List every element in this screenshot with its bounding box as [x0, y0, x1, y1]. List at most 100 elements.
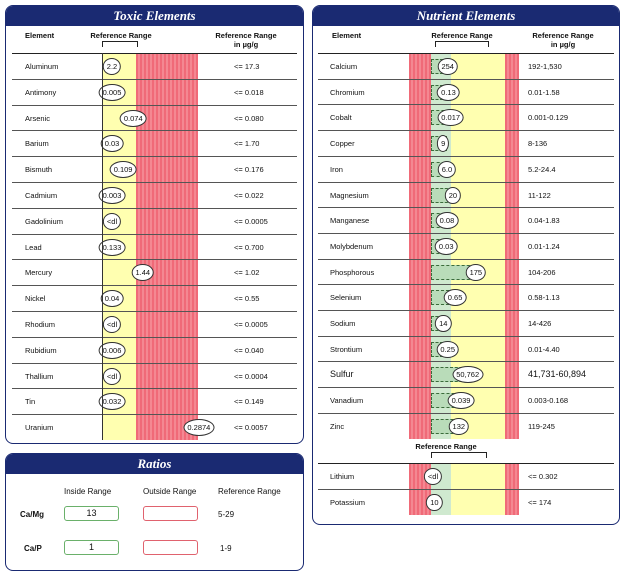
nutrient-ref-header-text: Reference Range [532, 31, 594, 40]
nutrient-low-zone [409, 156, 431, 182]
toxic-elements-panel: Toxic Elements Element Reference Range R… [5, 5, 304, 444]
nutrient-high-zone [505, 182, 519, 208]
toxic-elevated-zone [136, 54, 198, 79]
nutrient-result-value: 0.03 [434, 237, 458, 255]
nutrient-elements-panel: Nutrient Elements Element Reference Rang… [312, 5, 620, 525]
nutrient-element-name: Copper [330, 139, 355, 149]
toxic-row-mercury: Mercury 1.44 <= 1.02 [12, 259, 297, 286]
ratio-label-ca-mg: Ca/Mg [20, 510, 44, 519]
toxic-reference-range: <= 0.0057 [234, 423, 268, 433]
toxic-element-name: Mercury [25, 268, 53, 278]
toxic-row-barium: Barium 0.03 <= 1.70 [12, 130, 297, 157]
nutrient-low-zone [409, 182, 431, 208]
nutrient-range-bar [409, 182, 519, 208]
nutrient-row-strontium: Strontium 0.25 0.01-4.40 [318, 335, 614, 362]
nutrient-low-zone [409, 413, 431, 439]
nutrient-normal-zone [451, 54, 505, 79]
nutrient-low-zone [409, 362, 431, 388]
nutrient-row-sulfur: Sulfur 50,762 41,731-60,894 [318, 361, 614, 388]
toxic-element-header: Element [25, 31, 55, 40]
nutrient-high-zone [505, 131, 519, 157]
nutrient-row-chromium: Chromium 0.13 0.01-1.58 [318, 78, 614, 105]
nutrient-result-value: 132 [448, 417, 470, 435]
nutrient-reference-range: 104-206 [528, 267, 556, 277]
toxic-row-nickel: Nickel 0.04 <= 0.55 [12, 285, 297, 312]
ratio-range-ca-p: 1-9 [220, 544, 232, 553]
toxic-reference-range: <= 0.0005 [234, 320, 268, 329]
nutrient-extra-range-header: Reference Range [415, 442, 477, 451]
toxic-reference-range: <= 0.040 [234, 345, 264, 355]
ratio-outside-box-ca-p [143, 540, 198, 555]
toxic-range-bracket [102, 41, 138, 47]
nutrient-high-zone [505, 156, 519, 182]
nutrient-high-zone [505, 259, 519, 285]
nutrient-reference-range: 41,731-60,894 [528, 369, 587, 380]
nutrient-row-selenium: Selenium 0.65 0.58-1.13 [318, 284, 614, 311]
toxic-reference-range: <= 0.0005 [234, 216, 268, 226]
toxic-elevated-zone [136, 183, 198, 208]
toxic-row-tin: Tin 0.032 <= 0.149 [12, 388, 297, 415]
nutrient-extra-reference-range: <= 0.302 [528, 472, 558, 481]
nutrient-range-bar [409, 336, 519, 362]
nutrient-extra-normal-zone [451, 464, 505, 489]
nutrient-result-value: 14 [435, 315, 452, 332]
nutrient-result-value: 20 [444, 186, 462, 204]
toxic-elevated-zone [136, 131, 198, 157]
toxic-row-uranium: Uranium 0.2874 <= 0.0057 [12, 414, 297, 441]
toxic-result-value: 0.003 [98, 187, 126, 204]
nutrient-extra-normal-zone [451, 489, 505, 515]
nutrient-high-zone [505, 413, 519, 439]
nutrient-normal-zone [451, 233, 505, 259]
nutrient-low-zone [409, 105, 431, 131]
toxic-element-name: Uranium [25, 423, 54, 433]
toxic-result-value: 0.074 [119, 109, 147, 127]
toxic-reference-range: <= 0.018 [234, 87, 264, 97]
nutrient-row-molybdenum: Molybdenum 0.03 0.01-1.24 [318, 232, 614, 259]
nutrient-elements-title: Nutrient Elements [313, 6, 619, 26]
nutrient-element-name: Manganese [330, 216, 370, 226]
toxic-result-value: <dl [102, 316, 122, 333]
toxic-result-value: 0.032 [98, 393, 126, 411]
toxic-reference-range: <= 0.700 [234, 242, 264, 252]
toxic-row-aluminum: Aluminum 2.2 <= 17.3 [12, 53, 297, 79]
nutrient-extra-high-zone [505, 489, 519, 515]
toxic-reference-range: <= 1.02 [234, 268, 260, 278]
nutrient-result-value: 0.65 [443, 289, 467, 307]
nutrient-range-bar [409, 156, 519, 182]
toxic-result-value: <dl [102, 367, 122, 385]
nutrient-extra-element-name: Lithium [330, 472, 355, 481]
nutrient-range-bar [409, 54, 519, 79]
toxic-normal-zone [102, 415, 136, 441]
nutrient-row-manganese: Manganese 0.08 0.04-1.83 [318, 207, 614, 234]
nutrient-reference-range: 192-1,530 [528, 62, 562, 71]
nutrient-reference-range: 0.01-4.40 [528, 344, 560, 354]
toxic-element-name: Antimony [25, 87, 57, 97]
toxic-result-value: 0.005 [98, 83, 126, 101]
nutrient-low-zone [409, 54, 431, 79]
nutrient-high-zone [505, 54, 519, 79]
nutrient-low-zone [409, 311, 431, 336]
nutrient-range-bracket [435, 41, 489, 47]
ratio-outside-box-ca-mg [143, 506, 198, 521]
toxic-elevated-zone [136, 389, 198, 415]
toxic-result-value: 0.2874 [183, 419, 215, 437]
nutrient-element-header: Element [332, 31, 362, 40]
nutrient-reference-range: 5.2-24.4 [528, 164, 556, 174]
nutrient-low-zone [409, 131, 431, 157]
nutrient-normal-zone [451, 131, 505, 157]
toxic-result-value: 0.03 [100, 135, 124, 153]
nutrient-element-name: Cobalt [330, 113, 352, 123]
nutrient-element-name: Sodium [330, 319, 356, 328]
toxic-element-name: Thallium [25, 371, 54, 381]
nutrient-low-zone [409, 208, 431, 234]
toxic-row-antimony: Antimony 0.005 <= 0.018 [12, 78, 297, 105]
toxic-range-header: Reference Range [90, 31, 152, 40]
nutrient-reference-range: 0.001-0.129 [528, 113, 569, 123]
nutrient-reference-range: 0.04-1.83 [528, 216, 560, 226]
toxic-element-name: Lead [25, 242, 42, 252]
toxic-row-rhodium: Rhodium <dl <= 0.0005 [12, 311, 297, 337]
nutrient-row-iron: Iron 6.0 5.2-24.4 [318, 155, 614, 182]
toxic-range-bar [102, 105, 198, 131]
nutrient-element-name: Vanadium [330, 396, 364, 406]
nutrient-high-zone [505, 336, 519, 362]
